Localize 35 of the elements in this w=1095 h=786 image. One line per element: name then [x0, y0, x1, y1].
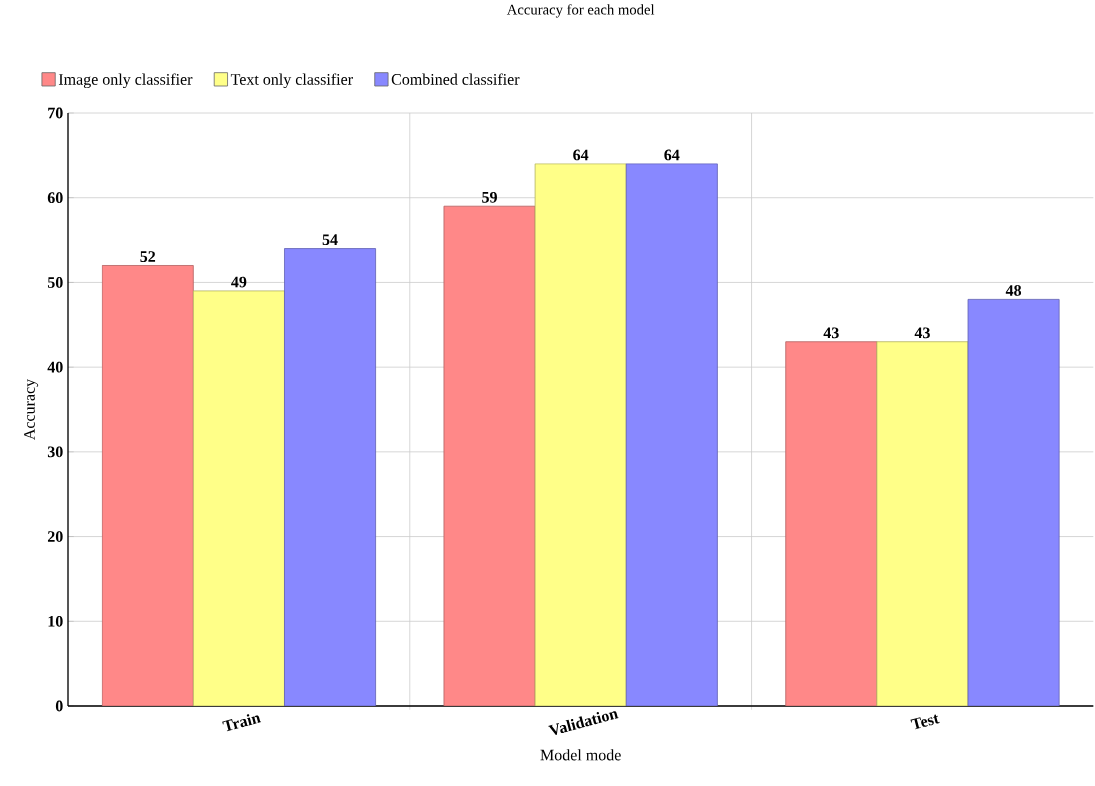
y-tick-label: 20 [47, 531, 63, 542]
bar [284, 248, 376, 706]
chart-title: Accuracy for each model [506, 4, 655, 18]
data-label: 59 [482, 191, 497, 203]
y-tick-label: 0 [55, 700, 63, 712]
y-tick-label: 70 [48, 107, 63, 119]
y-tick-label: 50 [47, 277, 63, 288]
y-tick-label: 40 [47, 361, 63, 373]
bar [101, 265, 194, 706]
legend-label: Text only classifier [230, 73, 353, 89]
bar [192, 290, 285, 706]
y-axis-title: Accuracy [24, 378, 39, 440]
data-label: 43 [823, 327, 839, 339]
bar [443, 205, 536, 706]
data-label: 64 [664, 149, 680, 161]
y-tick-label: 30 [47, 446, 63, 458]
data-label: 64 [573, 149, 589, 161]
bar [625, 163, 718, 706]
data-label: 49 [231, 276, 247, 288]
x-tick-label: Train [222, 714, 262, 732]
y-tick-label: 60 [47, 192, 63, 204]
x-tick-label: Test [910, 714, 940, 730]
bar [785, 341, 878, 706]
y-tick-label: 10 [48, 615, 63, 627]
legend-label: Image only classifier [58, 73, 193, 89]
bar [876, 341, 969, 706]
legend-label: Combined classifier [391, 73, 520, 85]
bar [534, 163, 627, 706]
data-label: 54 [322, 234, 338, 246]
data-label: 52 [140, 251, 156, 262]
bar [967, 298, 1060, 706]
data-label: 43 [914, 327, 930, 339]
data-label: 48 [1005, 285, 1022, 296]
x-tick-label: Validation [548, 711, 619, 735]
x-axis-title: Model mode [540, 749, 621, 761]
